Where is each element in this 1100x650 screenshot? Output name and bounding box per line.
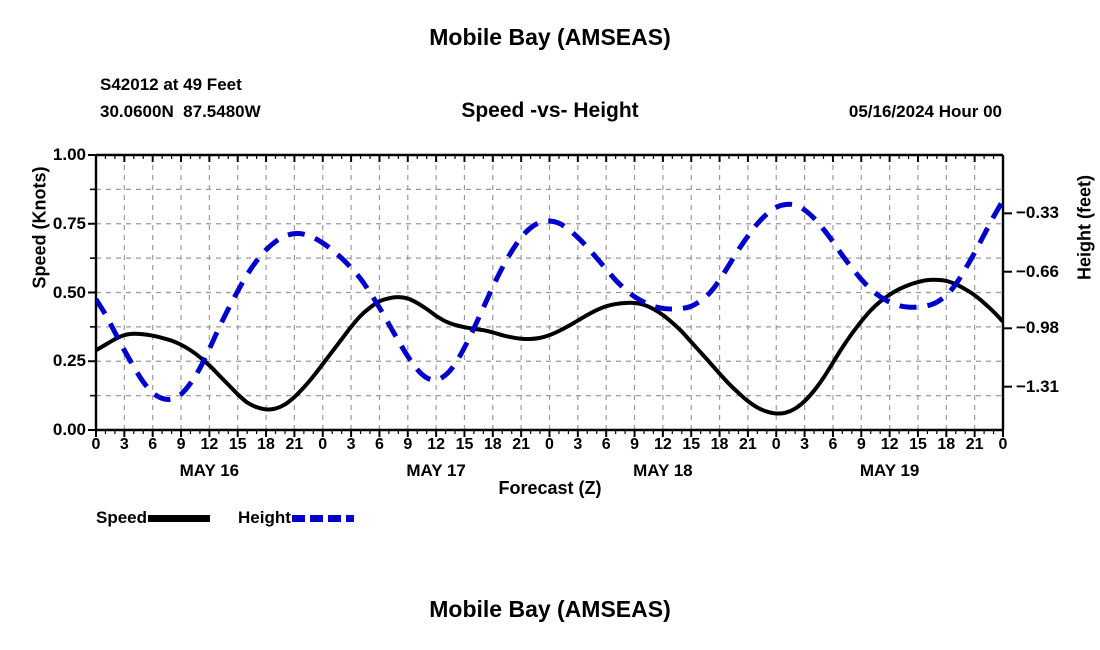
coordinates-label: 30.0600N 87.5480W	[100, 102, 261, 121]
data-series	[96, 199, 1003, 416]
chart-legend: Speed Height	[96, 508, 382, 528]
y-tick-label-left: 0.50	[52, 282, 86, 302]
x-tick-label: 6	[601, 436, 611, 453]
x-tick-label: 12	[427, 436, 446, 453]
x-axis-label: Forecast (Z)	[498, 478, 602, 498]
x-tick-label: 9	[630, 436, 639, 453]
y-tick-label-right: −1.31	[1016, 376, 1060, 396]
x-tick-label: 15	[455, 436, 474, 453]
x-tick-label: 15	[228, 436, 247, 453]
y-tick-label-right: −0.33	[1016, 203, 1060, 223]
x-axis-day-label: MAY 19	[859, 461, 920, 480]
y-tick-label-left: 0.25	[52, 351, 86, 371]
x-axis-day-label: MAY 18	[633, 461, 693, 480]
x-tick-label: 0	[91, 436, 101, 453]
forecast-datestamp: 05/16/2024 Hour 00	[848, 102, 1002, 121]
x-tick-label: 0	[318, 436, 328, 453]
page-title: Mobile Bay (AMSEAS)	[429, 24, 671, 50]
axis-ticks	[88, 154, 1012, 437]
x-tick-label: 21	[285, 436, 304, 453]
x-tick-label: 21	[739, 436, 757, 453]
x-tick-label: 18	[710, 436, 729, 453]
legend-swatch-speed	[148, 514, 211, 522]
x-tick-label: 18	[937, 436, 956, 453]
grid-lines	[96, 155, 1003, 430]
x-tick-label: 3	[346, 436, 356, 453]
y-tick-label-left: 1.00	[52, 145, 86, 164]
bottom-title: Mobile Bay (AMSEAS)	[429, 596, 671, 622]
chart-subtitle: Speed -vs- Height	[461, 99, 639, 122]
x-tick-label: 3	[800, 436, 810, 453]
legend-label-height: Height	[238, 508, 291, 527]
x-tick-label: 9	[856, 436, 866, 453]
x-tick-label: 21	[512, 436, 531, 453]
y-tick-label-left: 0.00	[52, 420, 86, 439]
x-tick-label: 18	[257, 436, 275, 453]
x-tick-label: 6	[148, 436, 158, 453]
x-axis-day-label: MAY 17	[406, 461, 466, 480]
y-tick-label-right: −0.98	[1016, 318, 1060, 338]
x-tick-label: 0	[545, 436, 554, 453]
x-tick-label: 0	[771, 436, 781, 453]
series-line-height	[96, 199, 1003, 403]
station-label: S42012 at 49 Feet	[100, 75, 242, 94]
x-axis-day-label: MAY 16	[179, 461, 240, 480]
x-tick-label: 3	[573, 436, 583, 453]
x-tick-label: 6	[374, 436, 384, 453]
x-tick-label: 12	[200, 436, 219, 453]
x-tick-label: 12	[653, 436, 672, 453]
x-tick-label: 15	[682, 436, 701, 453]
y-tick-label-right: −0.66	[1016, 261, 1060, 281]
x-tick-label: 15	[909, 436, 927, 453]
x-tick-label: 3	[119, 436, 129, 453]
x-tick-label: 21	[965, 436, 984, 453]
legend-label-speed: Speed	[96, 508, 148, 527]
x-tick-label: 9	[176, 436, 186, 453]
x-tick-label: 0	[998, 436, 1008, 453]
legend-item-height: Height	[238, 508, 382, 528]
x-tick-label: 18	[483, 436, 502, 453]
x-tick-label: 6	[828, 436, 838, 453]
legend-swatch-height	[291, 514, 354, 522]
legend-item-speed: Speed	[96, 508, 238, 528]
series-line-speed	[96, 277, 1003, 416]
y-tick-label-left: 0.75	[52, 213, 86, 233]
x-tick-label: 9	[403, 436, 413, 453]
x-tick-label: 12	[880, 436, 899, 453]
